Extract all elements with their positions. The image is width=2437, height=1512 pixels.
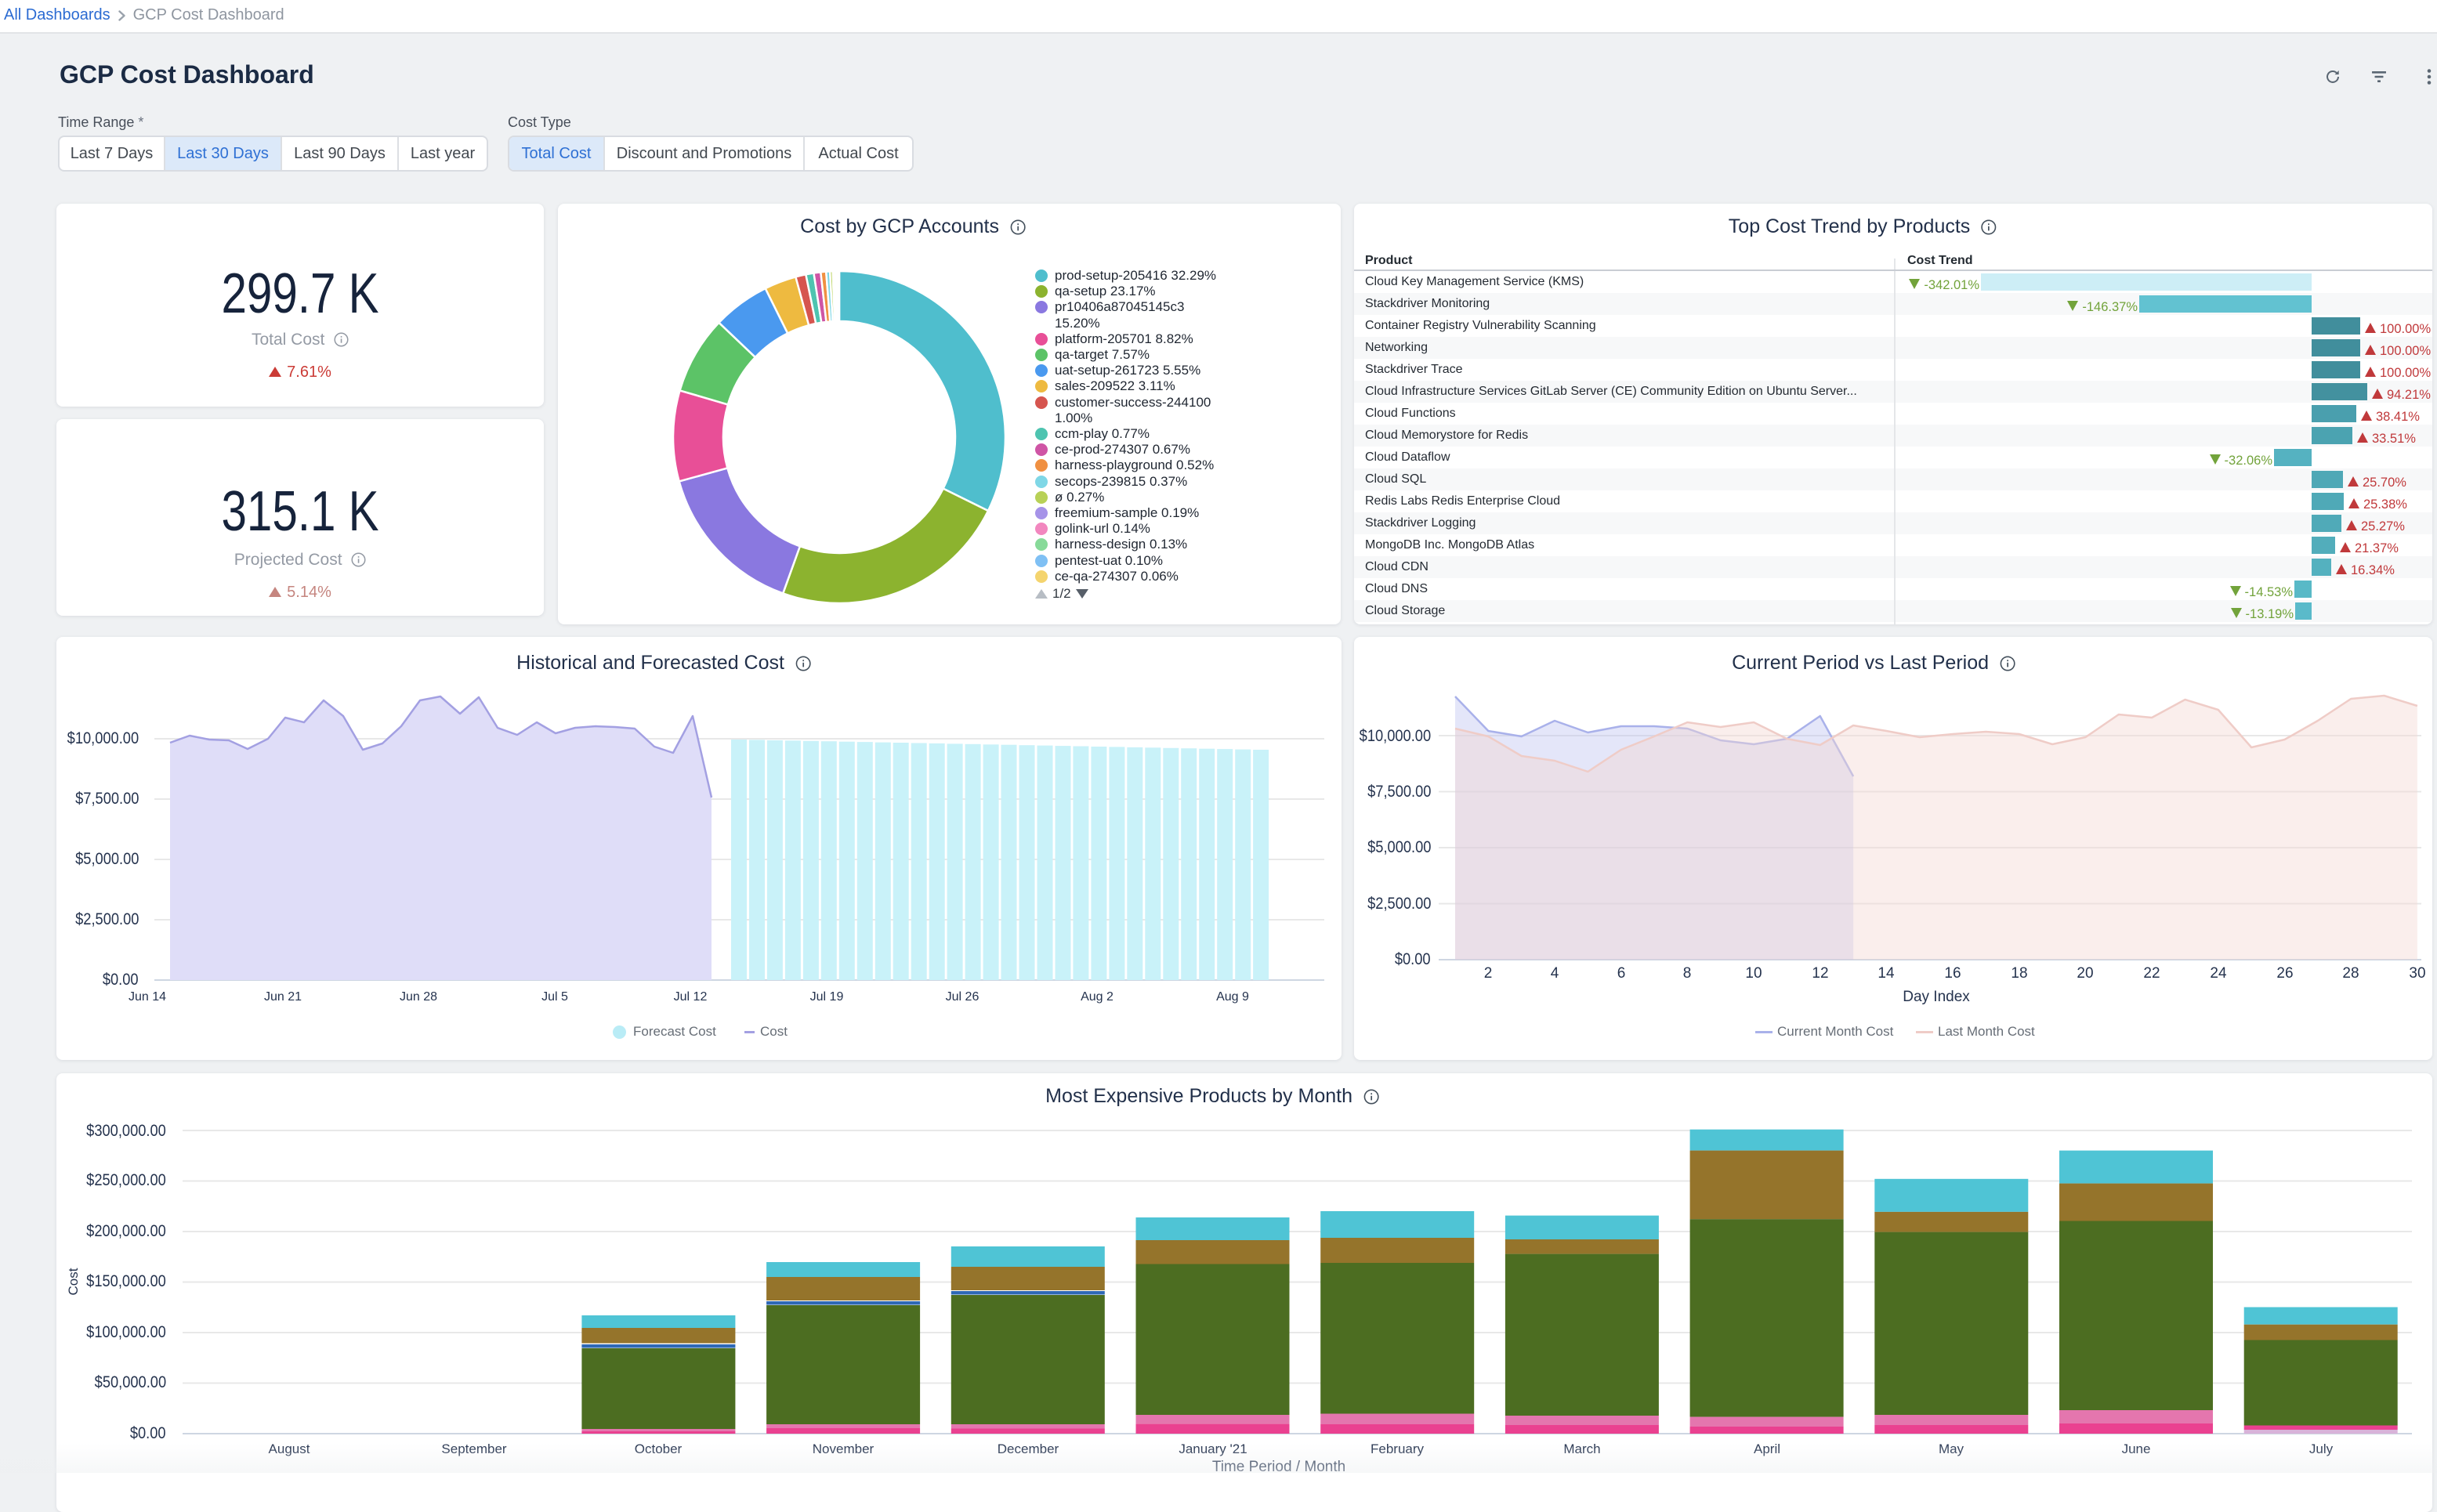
svg-text:Cost: Cost	[66, 1268, 81, 1295]
